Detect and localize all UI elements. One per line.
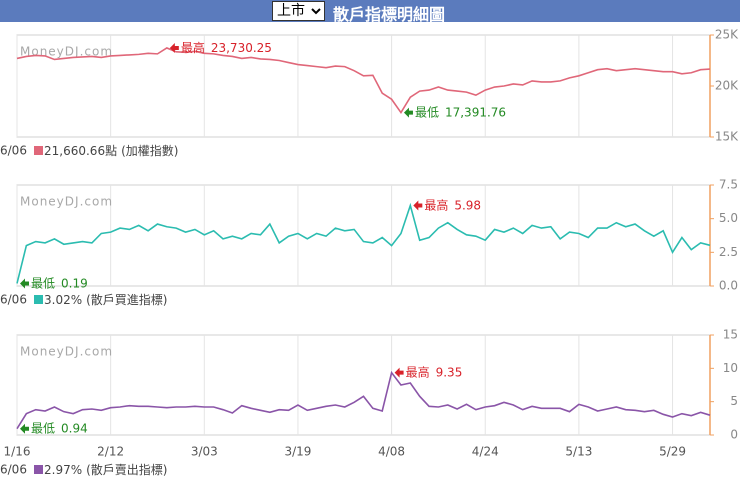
legend-text: 2.97% (散戶賣出指標) xyxy=(44,462,168,477)
legend-swatch xyxy=(34,465,43,474)
legend-text: 21,660.66點 (加權指數) xyxy=(44,143,178,158)
legend-name: (散戶買進指標) xyxy=(86,292,167,307)
x-tick-label: 3/19 xyxy=(284,445,311,459)
y-tick-label: 7.5 xyxy=(719,178,738,192)
x-tick-label: 1/16 xyxy=(4,445,31,459)
min-annotation: 最低 17,391.76 xyxy=(415,105,506,119)
max-annotation: 最高 23,730.25 xyxy=(181,39,272,54)
x-tick-label: 5/29 xyxy=(659,445,686,459)
data-line xyxy=(16,370,711,430)
watermark: MoneyDJ.com xyxy=(20,345,113,359)
plot-frame xyxy=(16,334,711,436)
max-text: 最高 xyxy=(424,197,448,212)
legend-text: 3.02% (散戶買進指標) xyxy=(44,292,168,307)
y-tick-label: 20K xyxy=(715,79,739,93)
legend-name: (散戶賣出指標) xyxy=(86,462,167,477)
min-text: 最低 xyxy=(31,276,55,290)
x-tick-label: 4/24 xyxy=(472,445,499,459)
data-line xyxy=(16,202,711,284)
max-arrow xyxy=(394,367,404,378)
y-tick-label: 25K xyxy=(715,28,739,42)
header-bar: 上市 散戶指標明細圖 xyxy=(0,0,740,24)
max-value-label: 5.98 xyxy=(454,198,481,212)
legend-name: (加權指數) xyxy=(121,143,178,158)
market-select[interactable]: 上市 xyxy=(272,1,325,21)
min-value-label: 17,391.76 xyxy=(445,105,506,119)
x-tick-label: 4/08 xyxy=(378,445,405,459)
max-text: 最高 xyxy=(181,39,205,54)
legend-last-value: 21,660.66點 xyxy=(44,144,117,158)
x-tick-label: 5/13 xyxy=(565,445,592,459)
y-tick-label: 15 xyxy=(723,328,738,342)
watermark: MoneyDJ.com xyxy=(20,195,113,209)
max-annotation: 最高 5.98 xyxy=(424,197,481,212)
max-annotation: 最高 9.35 xyxy=(406,364,463,379)
min-annotation: 最低 0.94 xyxy=(31,421,88,435)
plot-frame xyxy=(16,184,711,287)
min-arrow xyxy=(20,278,29,289)
max-text: 最高 xyxy=(406,364,430,379)
y-tick-label: 5 xyxy=(730,394,738,408)
legend-last-value: 2.97% xyxy=(44,463,82,477)
data-line xyxy=(16,47,711,115)
legend-swatch xyxy=(34,146,43,155)
y-tick-label: 15K xyxy=(715,130,739,144)
min-arrow xyxy=(20,423,29,434)
max-value-label: 9.35 xyxy=(436,365,463,379)
min-text: 最低 xyxy=(415,105,439,119)
y-tick-label: 5.0 xyxy=(719,211,738,225)
y-tick-label: 2.5 xyxy=(719,245,738,259)
min-text: 最低 xyxy=(31,421,55,435)
legend-date: 6/06 xyxy=(0,144,27,158)
legend-swatch xyxy=(34,295,43,304)
max-arrow xyxy=(169,42,179,53)
legend-date: 6/06 xyxy=(0,293,27,307)
x-tick-label: 2/12 xyxy=(97,445,124,459)
y-tick-label: 0.0 xyxy=(719,279,738,293)
x-tick-label: 3/03 xyxy=(191,445,218,459)
y-tick-label: 10 xyxy=(723,361,738,375)
max-arrow xyxy=(413,200,423,211)
min-annotation: 最低 0.19 xyxy=(31,276,88,290)
page-title: 散戶指標明細圖 xyxy=(333,5,446,24)
max-value-label: 23,730.25 xyxy=(211,40,272,54)
min-arrow xyxy=(403,107,413,118)
y-tick-label: 0 xyxy=(730,428,738,442)
legend-last-value: 3.02% xyxy=(44,293,82,307)
min-value-label: 0.19 xyxy=(61,276,88,290)
legend-date: 6/06 xyxy=(0,463,27,477)
min-value-label: 0.94 xyxy=(61,421,88,435)
plot-frame xyxy=(16,34,711,138)
